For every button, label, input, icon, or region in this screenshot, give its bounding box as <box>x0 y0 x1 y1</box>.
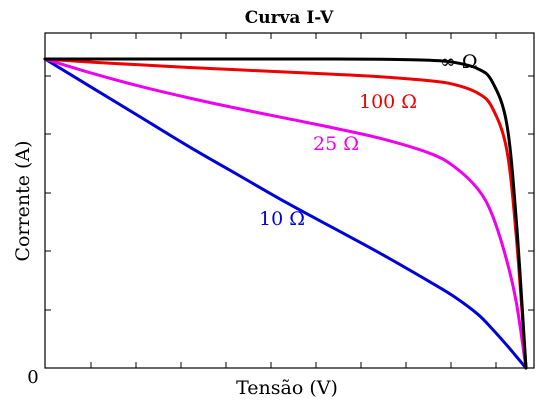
series-line-25 <box>43 57 528 370</box>
axis-ticks <box>45 33 534 368</box>
series-label-100: 100 Ω <box>359 91 417 113</box>
series-label-10: 10 Ω <box>259 208 305 230</box>
series-line-inf <box>43 57 528 370</box>
y-axis-label: Corrente (A) <box>12 140 34 261</box>
series-group <box>43 57 528 370</box>
chart-title: Curva I-V <box>245 8 334 28</box>
series-line-10 <box>43 57 528 370</box>
series-label-inf: ∞ Ω <box>440 51 478 73</box>
x-axis-label: Tensão (V) <box>236 377 338 399</box>
plot-frame <box>44 32 535 369</box>
origin-tick-label: 0 <box>27 367 38 388</box>
series-line-100 <box>43 57 528 370</box>
series-label-25: 25 Ω <box>313 133 359 155</box>
